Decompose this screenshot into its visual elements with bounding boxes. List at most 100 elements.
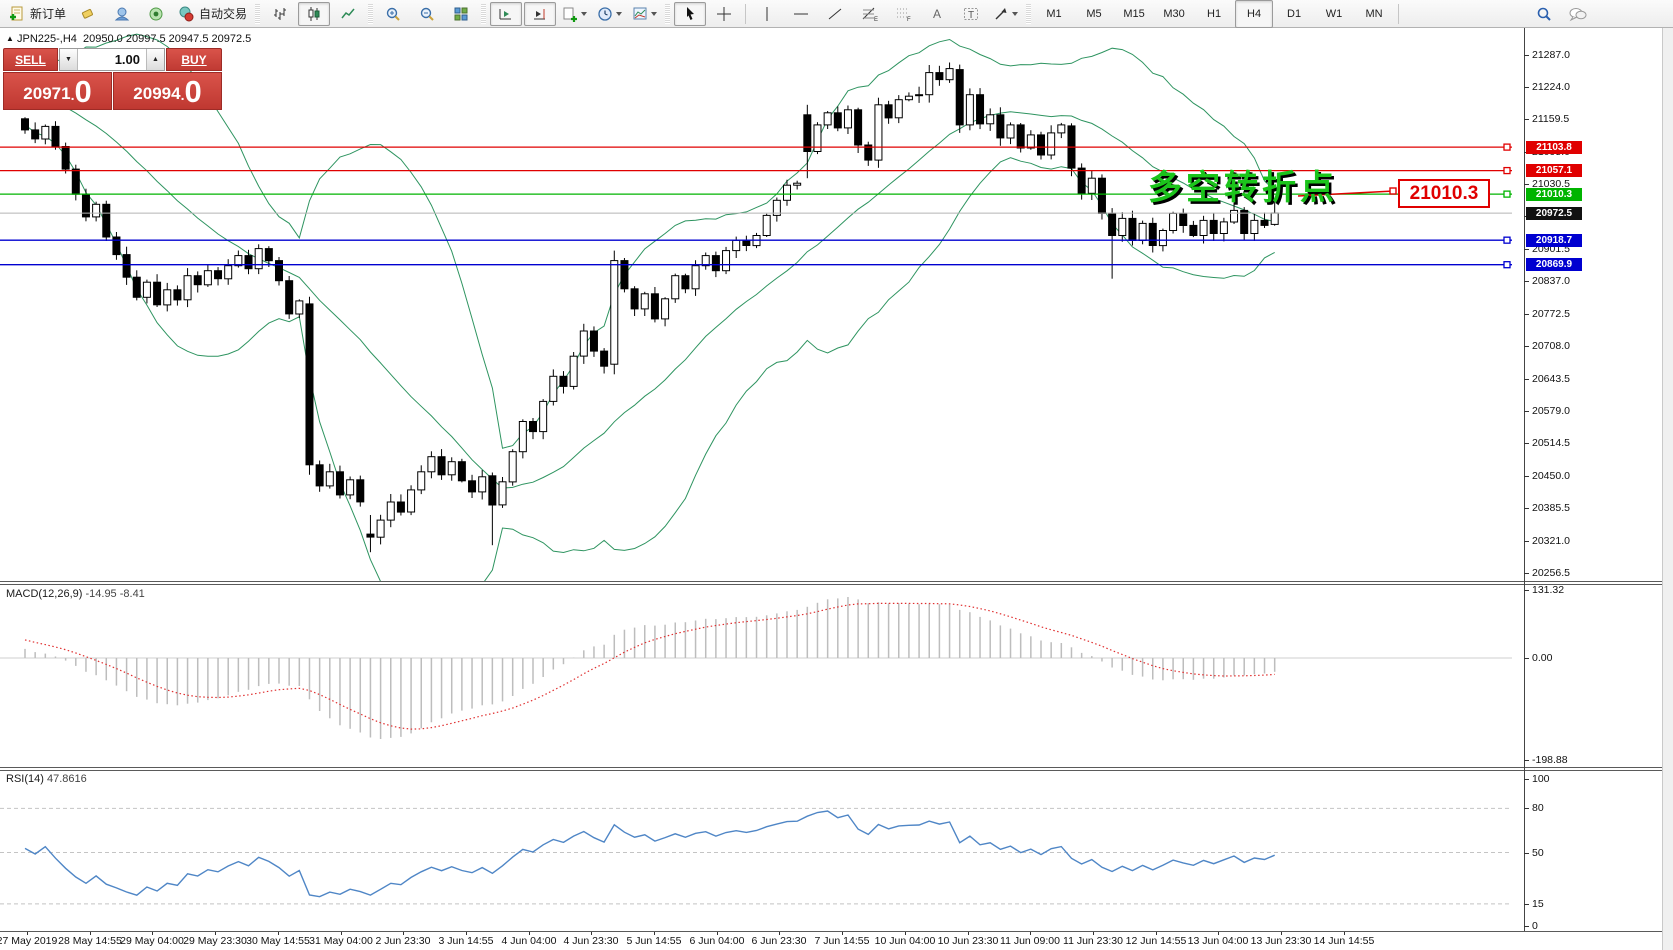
svg-text:F: F	[907, 17, 911, 22]
sell-price[interactable]: 20971. 0	[3, 72, 112, 110]
sell-price-main: 20971	[23, 84, 71, 103]
macd-values: -14.95 -8.41	[85, 588, 145, 600]
grid-tool[interactable]: F	[887, 2, 919, 26]
timeframe-h1[interactable]: H1	[1195, 0, 1233, 28]
market-watch-button[interactable]	[72, 2, 104, 26]
auto-trading-button[interactable]: 自动交易	[174, 2, 251, 26]
collapse-triangle-icon[interactable]: ▲	[6, 34, 14, 43]
zoom-out-button[interactable]	[411, 2, 443, 26]
templates-button[interactable]	[628, 2, 661, 26]
text-label-icon: T	[964, 7, 979, 21]
fibonacci-tool[interactable]: E	[853, 2, 885, 26]
candlestick-chart-icon	[308, 6, 320, 21]
auto-trading-icon	[179, 6, 194, 21]
spin-down-icon: ▼	[65, 56, 72, 63]
text-a-icon: A	[933, 7, 941, 21]
chart-title: ▲ JPN225-,H4 20950.0 20997.5 20947.5 209…	[6, 33, 251, 45]
zoom-in-button[interactable]	[377, 2, 409, 26]
toolbar-grip	[255, 3, 261, 24]
text-label-tool[interactable]: T	[955, 2, 987, 26]
time-axis[interactable]: 27 May 2019 28 May 14:55 29 May 04:00 29 Ma…	[0, 932, 1662, 950]
chat-icon	[1569, 7, 1587, 21]
candlestick-chart-button[interactable]	[298, 1, 331, 26]
search-button[interactable]	[1528, 2, 1560, 26]
callout-connector	[1297, 187, 1397, 197]
spin-up-icon: ▲	[152, 56, 159, 63]
horizontal-line-tool[interactable]	[785, 2, 817, 26]
buy-price[interactable]: 20994. 0	[113, 72, 222, 110]
pane-splitter[interactable]	[0, 767, 1662, 771]
timeframe-m15[interactable]: M15	[1115, 0, 1153, 28]
tile-windows-button[interactable]	[445, 2, 477, 26]
text-tool[interactable]: A	[921, 2, 953, 26]
svg-text:A: A	[933, 7, 941, 21]
timeframe-d1[interactable]: D1	[1275, 0, 1313, 28]
svg-text:T: T	[968, 10, 974, 21]
rsi-pane-canvas[interactable]	[0, 770, 1524, 931]
periods-button[interactable]	[593, 2, 626, 26]
chat-button[interactable]	[1562, 2, 1594, 26]
sell-price-dot: .	[70, 87, 75, 103]
buy-price-main: 20994	[133, 84, 181, 103]
macd-pane-canvas[interactable]	[0, 585, 1524, 767]
new-order-icon	[10, 6, 23, 20]
arrows-tool[interactable]	[989, 2, 1022, 26]
price-axis-border	[1524, 28, 1525, 931]
dropdown-caret	[651, 11, 658, 16]
window-right-strip	[1662, 28, 1673, 950]
volume-increase-button[interactable]: ▲	[146, 49, 164, 70]
macd-name: MACD(12,26,9)	[6, 588, 83, 600]
sell-price-pips: 0	[74, 74, 92, 109]
timeframe-m1[interactable]: M1	[1035, 0, 1073, 28]
volume-stepper: ▼ 1.00 ▲	[59, 48, 165, 71]
templates-icon	[633, 7, 647, 19]
community-button[interactable]	[106, 2, 138, 26]
timeframe-h4[interactable]: H4	[1235, 0, 1274, 28]
buy-button[interactable]: BUY	[166, 48, 222, 71]
timeframe-m30[interactable]: M30	[1155, 0, 1193, 28]
new-order-label: 新订单	[30, 7, 67, 21]
toolbar-grip	[665, 3, 671, 24]
symbol-period-label: JPN225-,H4	[16, 33, 77, 45]
price-callout-box[interactable]: 21010.3	[1398, 179, 1490, 208]
cursor-icon	[687, 6, 695, 20]
main-chart-canvas[interactable]	[0, 28, 1524, 581]
signals-button[interactable]	[140, 2, 172, 26]
dropdown-caret	[616, 11, 623, 16]
crosshair-tool-button[interactable]	[708, 2, 740, 26]
toolbar-separator	[1398, 3, 1400, 24]
pane-splitter[interactable]	[0, 581, 1662, 585]
volume-input[interactable]: 1.00	[114, 52, 140, 67]
sell-button[interactable]: SELL	[3, 48, 58, 71]
chart-text-annotation[interactable]: 多空转折点	[1148, 169, 1338, 207]
rsi-value: 47.8616	[46, 773, 87, 785]
dropdown-caret	[1012, 11, 1019, 16]
toolbar-grip	[1026, 3, 1032, 24]
buy-price-dot: .	[180, 87, 185, 103]
timeframe-w1[interactable]: W1	[1315, 0, 1353, 28]
toolbar: 新订单 自动交易	[0, 0, 1673, 28]
cursor-tool-button[interactable]	[674, 1, 707, 26]
auto-scroll-button[interactable]	[490, 1, 523, 26]
horizontal-line-icon	[794, 13, 809, 14]
timeframe-label: D1	[1287, 7, 1302, 20]
zoom-in-icon	[386, 7, 400, 21]
one-click-trading-panel: SELL ▼ 1.00 ▲ BUY 20971. 0 20994. 0	[3, 48, 222, 110]
line-chart-button[interactable]	[332, 2, 364, 26]
timeframe-mn[interactable]: MN	[1355, 0, 1393, 28]
bar-chart-button[interactable]	[264, 2, 296, 26]
timeframe-label: MN	[1365, 7, 1383, 20]
fibonacci-icon: E	[862, 7, 878, 22]
new-order-button[interactable]: 新订单	[5, 2, 70, 26]
vertical-line-icon	[766, 6, 768, 21]
buy-price-pips: 0	[184, 74, 202, 109]
chart-shift-icon	[534, 8, 546, 19]
chart-shift-button[interactable]	[524, 1, 557, 26]
trendline-tool[interactable]	[819, 2, 851, 26]
new-chart-button[interactable]	[558, 2, 591, 26]
timeframe-m5[interactable]: M5	[1075, 0, 1113, 28]
toolbar-separator	[745, 3, 747, 24]
vertical-line-tool[interactable]	[751, 2, 783, 26]
volume-decrease-button[interactable]: ▼	[60, 49, 78, 70]
